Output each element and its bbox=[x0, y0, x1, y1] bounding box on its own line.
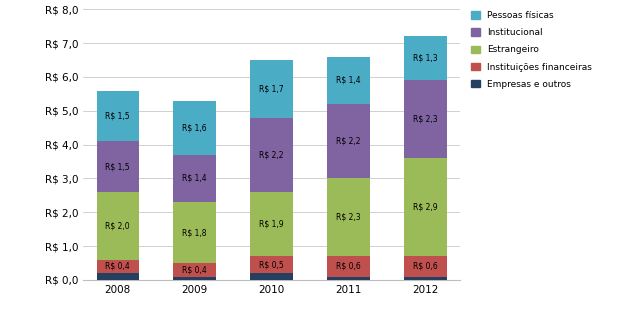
Bar bbox=[327, 256, 370, 276]
Bar bbox=[250, 192, 293, 256]
Bar bbox=[173, 155, 216, 202]
Text: R$ 1,5: R$ 1,5 bbox=[105, 162, 130, 171]
Bar bbox=[173, 101, 216, 155]
Text: R$ 2,2: R$ 2,2 bbox=[259, 150, 284, 159]
Bar bbox=[404, 276, 447, 280]
Bar bbox=[404, 256, 447, 276]
Text: R$ 2,2: R$ 2,2 bbox=[336, 137, 361, 146]
Text: R$ 1,9: R$ 1,9 bbox=[259, 220, 284, 229]
Bar bbox=[327, 179, 370, 256]
Bar bbox=[327, 57, 370, 104]
Bar bbox=[404, 158, 447, 256]
Bar bbox=[173, 276, 216, 280]
Text: R$ 2,3: R$ 2,3 bbox=[336, 213, 361, 222]
Text: R$ 1,6: R$ 1,6 bbox=[182, 123, 207, 132]
Bar bbox=[250, 256, 293, 273]
Text: R$ 1,5: R$ 1,5 bbox=[105, 111, 130, 120]
Bar bbox=[250, 60, 293, 118]
Text: R$ 1,4: R$ 1,4 bbox=[182, 174, 207, 183]
Bar bbox=[250, 273, 293, 280]
Bar bbox=[96, 192, 139, 260]
Text: R$ 0,4: R$ 0,4 bbox=[182, 265, 207, 274]
Text: R$ 0,5: R$ 0,5 bbox=[259, 260, 284, 269]
Text: R$ 1,7: R$ 1,7 bbox=[259, 84, 284, 93]
Text: R$ 1,4: R$ 1,4 bbox=[336, 76, 361, 85]
Text: R$ 0,4: R$ 0,4 bbox=[105, 262, 130, 271]
Bar bbox=[96, 91, 139, 141]
Text: R$ 2,0: R$ 2,0 bbox=[105, 221, 130, 230]
Text: R$ 2,9: R$ 2,9 bbox=[413, 203, 438, 212]
Text: R$ 1,3: R$ 1,3 bbox=[413, 54, 438, 63]
Bar bbox=[250, 118, 293, 192]
Bar bbox=[327, 276, 370, 280]
Bar bbox=[96, 260, 139, 273]
Bar bbox=[404, 36, 447, 80]
Text: R$ 0,6: R$ 0,6 bbox=[413, 262, 438, 271]
Text: R$ 2,3: R$ 2,3 bbox=[413, 115, 438, 124]
Legend: Pessoas físicas, Institucional, Estrangeiro, Instituições financeiras, Empresas : Pessoas físicas, Institucional, Estrange… bbox=[468, 8, 595, 91]
Bar bbox=[404, 80, 447, 158]
Text: R$ 1,8: R$ 1,8 bbox=[182, 228, 207, 237]
Bar bbox=[327, 104, 370, 179]
Bar bbox=[173, 263, 216, 276]
Bar bbox=[173, 202, 216, 263]
Bar bbox=[96, 273, 139, 280]
Bar bbox=[96, 141, 139, 192]
Text: R$ 0,6: R$ 0,6 bbox=[336, 262, 361, 271]
